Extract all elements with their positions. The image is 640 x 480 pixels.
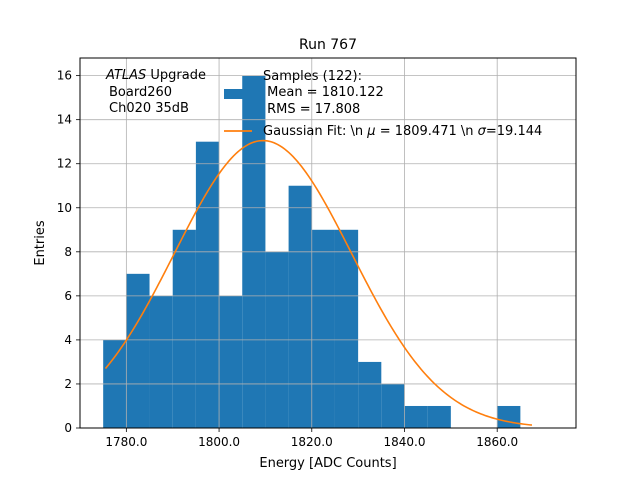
y-tick-label: 16 <box>57 69 72 83</box>
atlas-label: ATLAS <box>105 68 146 83</box>
legend-fit-sigma-symbol: σ <box>478 124 487 139</box>
y-axis-label: Entries <box>33 220 48 266</box>
histogram-bar <box>219 295 243 428</box>
x-tick-label: 1860.0 <box>476 435 518 449</box>
legend-fit-sigma-value: =19.144 <box>486 124 542 139</box>
y-tick-label: 8 <box>64 245 72 259</box>
histogram-bar <box>172 229 196 428</box>
annotation-channel-label: Ch020 35dB <box>109 101 189 116</box>
histogram-bar <box>381 383 405 428</box>
legend-hist-line-1: Samples (122): <box>263 69 362 84</box>
x-axis-ticks: 1780.0 1800.0 1820.0 1840.0 1860.0 <box>105 428 518 449</box>
x-tick-label: 1820.0 <box>291 435 333 449</box>
legend-hist-line-2: Mean = 1810.122 <box>263 85 384 100</box>
x-tick-label: 1840.0 <box>383 435 425 449</box>
legend: Samples (122): Mean = 1810.122 RMS = 17.… <box>224 69 542 139</box>
atlas-annotation: ATLAS Upgrade Board260 Ch020 35dB <box>105 68 206 116</box>
histogram-bar <box>358 361 382 428</box>
gaussian-fit-line <box>104 139 533 426</box>
legend-hist-line-3: RMS = 17.808 <box>263 102 360 117</box>
legend-fit-prefix: Gaussian Fit: \n <box>263 124 367 139</box>
histogram-bar <box>288 185 312 428</box>
legend-fit-mu-symbol: μ <box>366 124 375 139</box>
svg-text:ATLAS Upgrade: ATLAS Upgrade <box>105 68 206 83</box>
legend-hist-swatch <box>224 89 252 99</box>
y-tick-label: 0 <box>64 421 72 435</box>
y-tick-label: 2 <box>64 377 72 391</box>
y-tick-label: 12 <box>57 157 72 171</box>
legend-fit-label: Gaussian Fit: \n μ = 1809.471 \n σ=19.14… <box>263 124 542 139</box>
annotation-board-label: Board260 <box>109 85 172 100</box>
y-tick-label: 4 <box>64 333 72 347</box>
y-tick-label: 6 <box>64 289 72 303</box>
y-axis-ticks: 0 2 4 6 8 10 12 14 16 <box>57 69 80 435</box>
histogram-bar <box>149 295 173 428</box>
histogram-bar <box>404 405 428 428</box>
histogram-bar <box>195 141 220 428</box>
atlas-upgrade-label: Upgrade <box>146 68 206 83</box>
histogram-bar <box>497 405 521 428</box>
grid-lines <box>80 58 576 429</box>
histogram-bar <box>126 273 150 428</box>
histogram-bar <box>334 229 359 428</box>
y-tick-label: 10 <box>57 201 72 215</box>
histogram-bar <box>311 229 335 428</box>
gaussian-fit <box>104 139 533 426</box>
x-tick-label: 1800.0 <box>198 435 240 449</box>
chart-title: Run 767 <box>299 37 357 53</box>
legend-fit-mu-value: = 1809.471 \n <box>376 124 478 139</box>
plot-area-frame <box>79 57 577 429</box>
histogram-bar <box>427 405 451 428</box>
y-tick-label: 14 <box>57 113 72 127</box>
x-axis-label: Energy [ADC Counts] <box>259 456 396 471</box>
x-tick-label: 1780.0 <box>105 435 147 449</box>
